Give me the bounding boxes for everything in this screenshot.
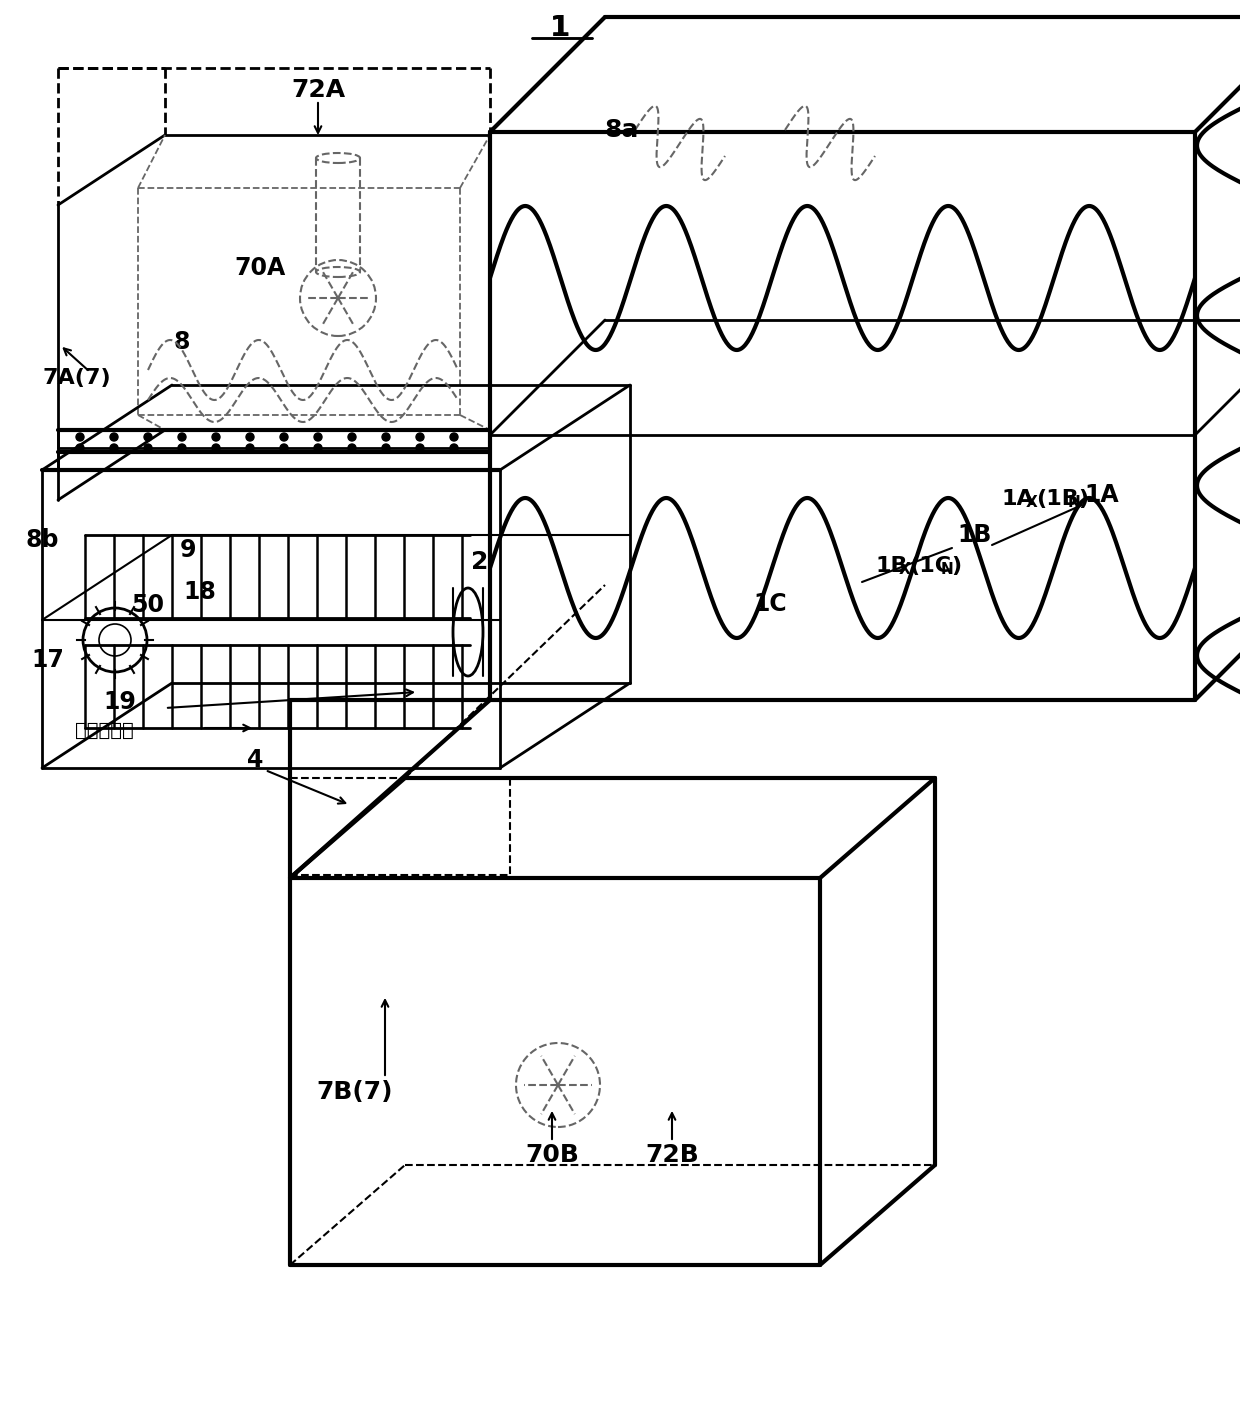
Text: 1B: 1B — [957, 523, 992, 547]
Text: 70B: 70B — [525, 1142, 579, 1167]
Circle shape — [76, 433, 84, 441]
Text: 19: 19 — [104, 691, 136, 713]
Circle shape — [246, 433, 254, 441]
Circle shape — [110, 443, 118, 452]
Circle shape — [179, 433, 186, 441]
Text: 辊行进方向: 辊行进方向 — [74, 720, 134, 739]
Circle shape — [280, 443, 288, 452]
Circle shape — [76, 443, 84, 452]
Text: X: X — [1025, 495, 1038, 510]
Circle shape — [382, 443, 391, 452]
Circle shape — [144, 443, 153, 452]
Text: N: N — [941, 561, 954, 577]
Circle shape — [415, 433, 424, 441]
Circle shape — [144, 433, 153, 441]
Text: 72B: 72B — [645, 1142, 699, 1167]
Circle shape — [348, 433, 356, 441]
Text: 9: 9 — [180, 539, 196, 561]
Text: 8: 8 — [174, 330, 190, 354]
Text: 7A(7): 7A(7) — [42, 368, 110, 388]
Text: 7B(7): 7B(7) — [316, 1080, 393, 1104]
Text: 8b: 8b — [25, 529, 58, 551]
Circle shape — [314, 443, 322, 452]
Circle shape — [314, 433, 322, 441]
Text: ): ) — [951, 556, 961, 576]
Circle shape — [382, 433, 391, 441]
Text: 72A: 72A — [291, 78, 345, 102]
Text: (1B: (1B — [1035, 489, 1079, 509]
Circle shape — [110, 433, 118, 441]
Circle shape — [450, 433, 458, 441]
Text: ): ) — [1078, 489, 1089, 509]
Text: X: X — [899, 561, 910, 577]
Circle shape — [415, 443, 424, 452]
Circle shape — [450, 443, 458, 452]
Circle shape — [280, 433, 288, 441]
Text: 4: 4 — [247, 747, 263, 772]
Text: 8a: 8a — [605, 118, 639, 142]
Text: 1A: 1A — [1085, 483, 1120, 507]
Text: 18: 18 — [184, 580, 217, 604]
Text: 1B: 1B — [875, 556, 908, 576]
Text: 1C: 1C — [753, 593, 787, 615]
Text: 17: 17 — [31, 648, 64, 672]
Text: 1A: 1A — [1002, 489, 1034, 509]
Text: 70A: 70A — [234, 256, 285, 280]
Circle shape — [348, 443, 356, 452]
Text: (1C: (1C — [909, 556, 951, 576]
Text: N: N — [1068, 495, 1081, 510]
Text: 2: 2 — [471, 550, 489, 574]
Text: 1: 1 — [549, 14, 570, 43]
Circle shape — [179, 443, 186, 452]
Text: 1: 1 — [549, 14, 570, 43]
Circle shape — [212, 443, 219, 452]
Circle shape — [212, 433, 219, 441]
Text: 50: 50 — [131, 593, 165, 617]
Circle shape — [246, 443, 254, 452]
